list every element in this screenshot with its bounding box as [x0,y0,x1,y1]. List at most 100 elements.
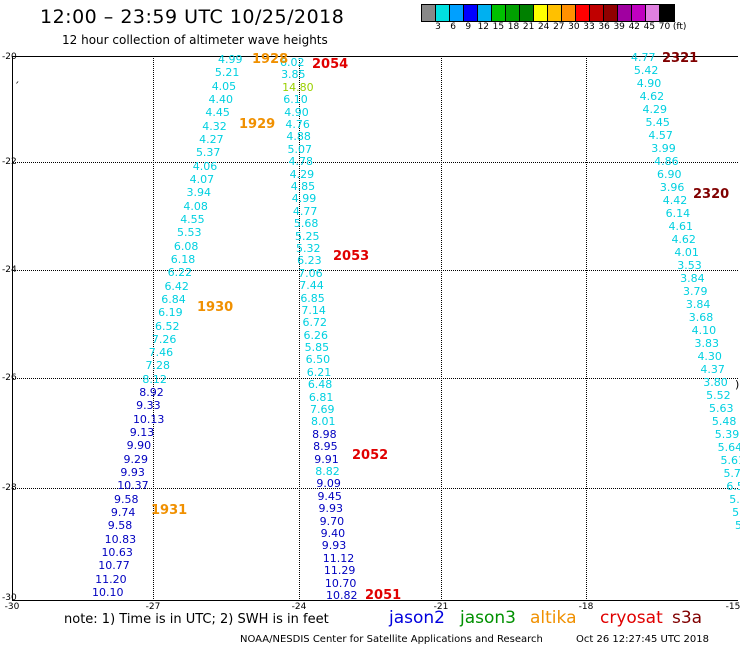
scale-label: 6 [450,22,456,32]
wave-height-value: 3.84 [685,298,711,311]
wave-height-value: 5.85 [304,341,330,355]
scale-swatch [604,5,618,21]
wave-height-value: 7.06 [298,266,323,280]
wave-height-value: 6.81 [308,390,334,404]
wave-height-value: 4.99 [218,53,243,66]
wave-height-value: 6.72 [302,316,327,330]
lon-label: -27 [145,602,161,612]
wave-height-value: 7.46 [148,346,174,360]
wave-height-value: 9.93 [318,502,344,516]
wave-height-value: 4.42 [662,194,688,207]
wave-height-value: 4.62 [671,233,696,246]
chart-title: 12:00 – 23:59 UTC 10/25/2018 [40,6,345,28]
wave-height-value: 4.07 [189,172,215,186]
wave-height-value: 4.90 [636,77,662,90]
wave-height-value: 5.63 [709,402,734,415]
scale-label: 27 [553,22,565,32]
lon-label: -24 [291,602,307,612]
wave-height-value: 9.09 [316,477,341,491]
scale-swatch [520,5,534,21]
stray-mark-right: ) [735,378,740,391]
chart-subtitle: 12 hour collection of altimeter wave hei… [62,33,328,47]
wave-height-value: 7.28 [145,359,171,373]
scale-label: 36 [598,22,610,32]
legend-note: note: 1) Time is in UTC; 2) SWH is in fe… [64,612,329,627]
grid-line-v [441,56,442,601]
wave-height-value: 3.68 [688,311,714,324]
wave-height-value: 10.77 [98,559,130,573]
wave-height-value: 5.45 [645,116,670,129]
pass-time-label: 1929 [239,117,276,132]
wave-height-value: 6.08 [173,239,199,253]
scale-swatch [646,5,660,21]
wave-height-value: 6.26 [303,328,329,342]
color-scale [421,4,675,22]
wave-height-value: 9.45 [317,489,342,503]
footer: NOAA/NESDIS Center for Satellite Applica… [240,634,709,645]
wave-height-value: 14.80 [282,80,314,94]
grid-line-h [12,488,738,489]
scale-swatch [548,5,562,21]
wave-height-value: 4.86 [654,155,679,168]
wave-height-value: 5.32 [296,241,321,255]
legend-s3a: s3a [672,608,703,628]
wave-height-value: 4.32 [202,119,227,133]
wave-height-value: 8.98 [312,427,337,441]
wave-height-value: 4.10 [691,324,717,337]
wave-height-value: 4.06 [192,159,218,173]
wave-height-value: 4.76 [285,117,310,131]
scale-swatch [506,5,520,21]
wave-height-value: 6.14 [665,207,691,220]
wave-height-value: 6.10 [283,93,308,107]
wave-height-value: 5.25 [294,229,320,243]
wave-height-value: 11.20 [95,572,127,586]
wave-height-value: 10.10 [92,586,124,599]
wave-height-value: 8.92 [139,386,164,400]
lon-label: -21 [433,602,449,612]
wave-height-value: 7.14 [301,303,326,317]
stray-mark: ´ [14,80,20,93]
lat-label: -28 [2,483,17,493]
scale-swatch [576,5,590,21]
wave-height-value: 4.29 [642,103,668,116]
wave-height-value: 6.18 [170,252,196,266]
wave-height-value: 9.93 [321,539,347,553]
wave-height-value: 3.83 [694,337,720,350]
wave-height-value: 6.5 [726,480,740,493]
scale-label: 70 [658,22,671,32]
wave-height-value: 7.44 [299,279,324,293]
wave-height-value: 6.19 [158,306,183,320]
wave-height-value: 5.76 [723,467,740,480]
wave-height-value: 5.52 [706,389,731,402]
wave-height-value: 5 [735,519,740,532]
footer-timestamp: Oct 26 12:27:45 UTC 2018 [576,634,709,645]
wave-height-value: 4.29 [289,167,315,181]
scale-label: 33 [583,22,595,32]
pass-time-label: 2051 [365,588,402,603]
wave-height-value: 4.99 [291,192,317,206]
wave-height-value: 4.45 [205,106,230,120]
scale-label: 42 [628,22,641,32]
wave-height-value: 11.29 [323,564,356,578]
wave-height-value: 9.91 [314,452,339,466]
lat-label: -22 [2,157,17,167]
grid-line-v [586,56,587,601]
wave-height-value: 9.29 [123,452,149,466]
wave-height-value: 5. [729,493,740,506]
footer-credit: NOAA/NESDIS Center for Satellite Applica… [240,634,543,645]
wave-height-value: 9.58 [114,492,139,506]
wave-height-value: 3.96 [659,181,685,194]
scale-label: (ft) [672,22,687,32]
scale-label: 9 [465,22,472,32]
wave-height-value: 10.70 [324,576,357,590]
wave-height-value: 6.90 [657,168,682,181]
scale-label: 15 [492,22,505,32]
wave-height-value: 9.33 [136,399,161,413]
grid-line-v [153,56,154,601]
wave-height-value: 9.40 [320,527,346,541]
wave-height-value: 4.05 [211,79,237,93]
wave-height-value: 10.82 [326,589,358,602]
wave-height-value: 3.99 [651,142,676,155]
pass-time-label: 1931 [151,503,188,518]
pass-time-label: 1930 [197,300,234,315]
